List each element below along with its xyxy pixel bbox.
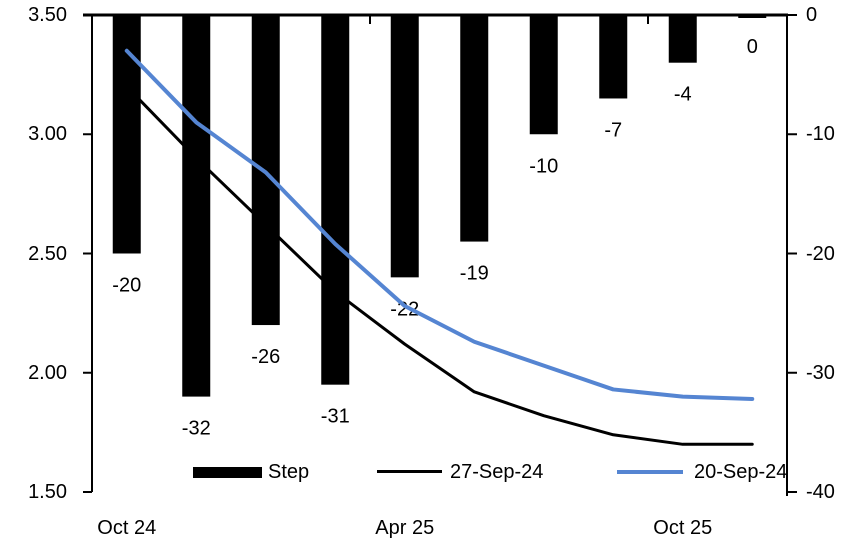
bar-label-1: -32: [182, 418, 211, 440]
x-axis-label-2: Oct 25: [653, 517, 713, 539]
bar-step-0: [112, 16, 141, 254]
bar-step-4: [390, 16, 419, 278]
bar-label-3: -31: [321, 406, 350, 428]
bar-label-0: -20: [112, 275, 141, 297]
x-axis-label-1: Apr 25: [375, 517, 435, 539]
left-axis-label-0: 3.50: [28, 4, 67, 26]
bar-step-9: [738, 16, 767, 18]
bar-label-7: -7: [604, 119, 622, 141]
bar-step-1: [182, 16, 211, 397]
left-axis-label-4: 1.50: [28, 481, 67, 503]
bar-label-5: -19: [460, 263, 489, 285]
bar-label-2: -26: [251, 346, 280, 368]
bar-label-8: -4: [674, 84, 692, 106]
left-axis-label-3: 2.00: [28, 361, 67, 384]
bar-label-6: -10: [529, 155, 558, 177]
left-axis-label-1: 3.00: [28, 123, 67, 146]
right-axis-label-0: 0: [806, 4, 818, 26]
line-20-sep-24: [124, 48, 755, 401]
bar-step-7: [599, 16, 628, 99]
line-27-sep-24: [125, 85, 754, 446]
bar-step-6: [529, 16, 558, 135]
bar-step-3: [321, 16, 350, 385]
right-axis-label-2: -20: [806, 242, 835, 265]
bar-label-9: 0: [747, 36, 758, 58]
right-axis-label-4: -40: [806, 481, 835, 503]
right-axis-label-3: -30: [806, 361, 835, 384]
x-axis-label-0: Oct 24: [97, 517, 157, 539]
right-axis-label-1: -10: [806, 123, 835, 146]
bar-step-5: [460, 16, 489, 242]
bar-label-4: -22: [390, 298, 419, 320]
bar-step-8: [668, 16, 697, 63]
left-axis-label-2: 2.50: [28, 242, 67, 265]
